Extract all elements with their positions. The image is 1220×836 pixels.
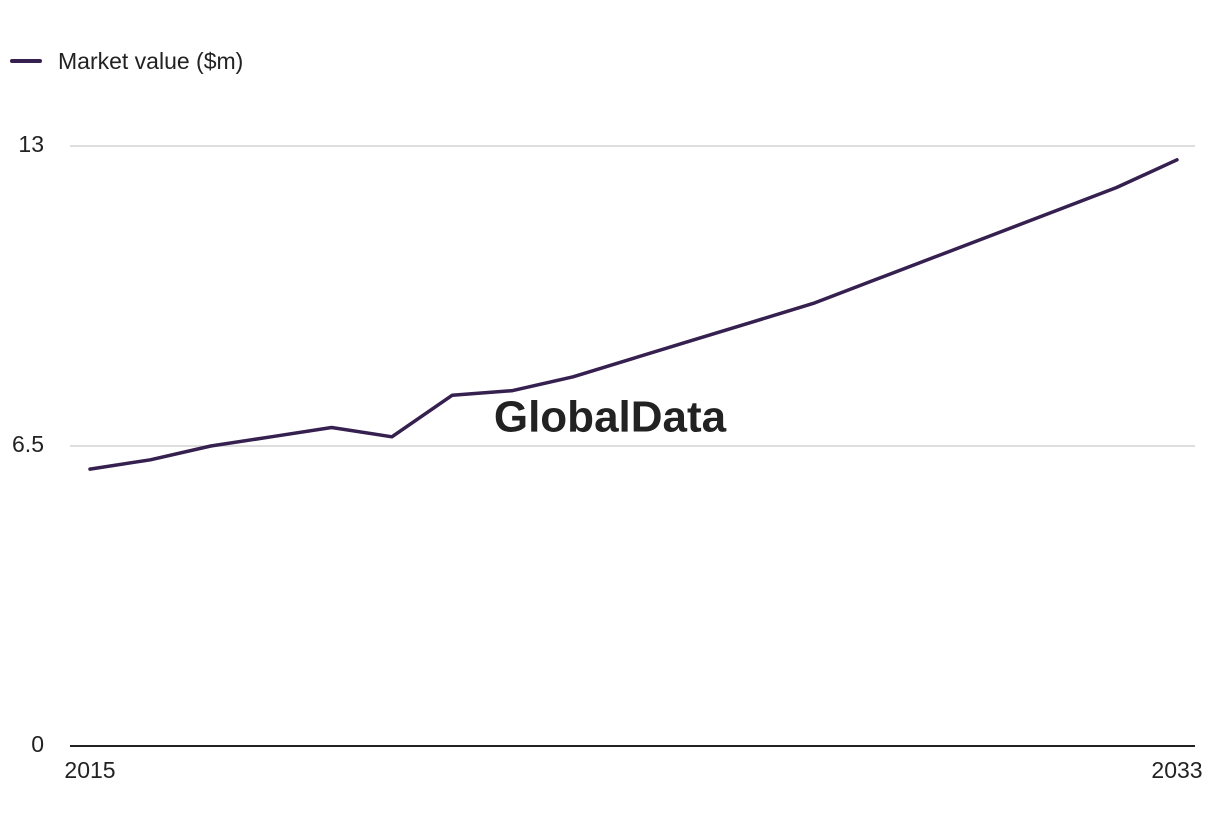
x-tick-label: 2033 xyxy=(1151,757,1202,783)
x-tick-label: 2015 xyxy=(64,757,115,783)
legend-label-market-value: Market value ($m) xyxy=(58,47,244,74)
axes: 0 6.5 13 2015 2033 xyxy=(12,131,1203,783)
legend: Market value ($m) xyxy=(10,46,243,76)
y-tick-label: 13 xyxy=(18,131,44,157)
legend-swatch xyxy=(10,59,42,63)
watermark: GlobalData xyxy=(494,393,727,442)
series-line-market-value xyxy=(88,158,1179,471)
gridlines xyxy=(70,145,1195,447)
y-tick-label: 0 xyxy=(31,731,44,757)
series xyxy=(88,158,1179,471)
y-tick-label: 6.5 xyxy=(12,431,44,457)
